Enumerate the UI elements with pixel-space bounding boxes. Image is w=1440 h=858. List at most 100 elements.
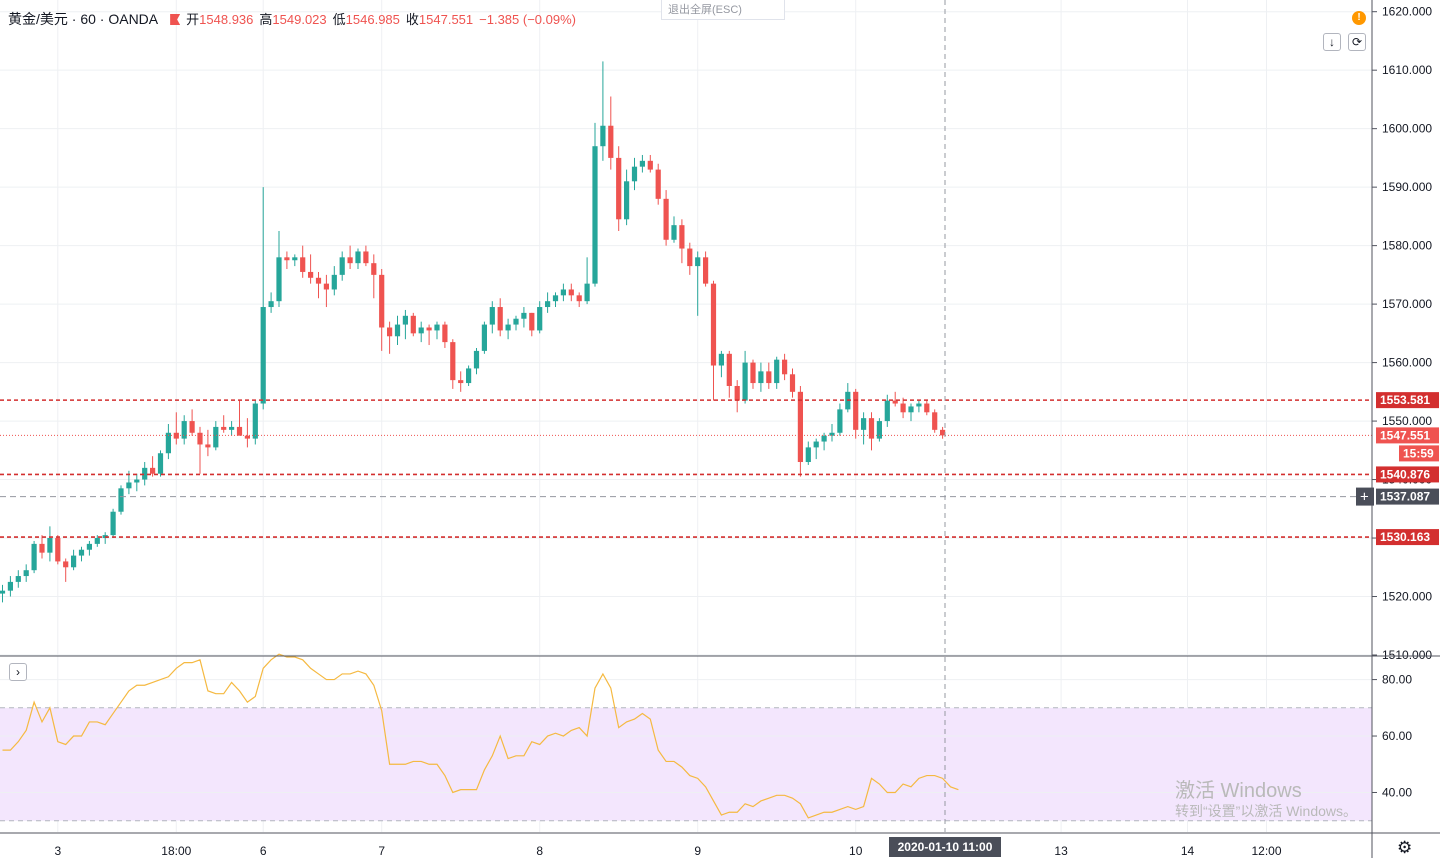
candle-body <box>189 421 195 433</box>
candle <box>157 450 164 477</box>
candle <box>355 248 361 270</box>
candle-body <box>63 561 69 568</box>
symbol-label[interactable]: 黄金/美元 · 60 · OANDA <box>8 11 159 27</box>
candle <box>679 219 685 264</box>
candle-body <box>458 380 464 384</box>
candle <box>671 216 677 243</box>
candle <box>655 163 661 205</box>
candle-body <box>315 277 322 284</box>
candle <box>758 362 764 392</box>
candle-body <box>387 327 393 337</box>
candle <box>608 96 614 170</box>
candle-body <box>86 543 92 550</box>
candle <box>118 485 124 515</box>
candle <box>853 388 859 439</box>
y-tick-label: 1580.000 <box>1382 239 1432 253</box>
flag-icon[interactable] <box>170 14 181 25</box>
candle <box>576 292 582 308</box>
candle-body <box>750 362 756 384</box>
candle-body <box>394 324 401 337</box>
candle <box>861 412 867 445</box>
candle-body <box>552 295 559 302</box>
candle <box>394 315 401 346</box>
candle-body <box>450 342 456 381</box>
candle <box>592 122 598 287</box>
candle-body <box>442 324 448 343</box>
candle <box>663 190 669 246</box>
candle <box>213 421 219 451</box>
candle <box>23 564 29 582</box>
candle <box>347 245 353 270</box>
candle <box>734 380 740 413</box>
candle-body <box>789 374 796 392</box>
candle-body <box>205 444 211 448</box>
candle <box>481 321 487 354</box>
candle <box>47 526 53 562</box>
x-tick-label: 8 <box>536 844 543 858</box>
candle-body <box>521 312 527 319</box>
candle <box>908 403 914 422</box>
candle-body <box>600 125 606 147</box>
candle-body <box>173 432 179 439</box>
candle-body <box>118 488 124 512</box>
candle-body <box>537 307 543 331</box>
gear-icon[interactable]: ⚙ <box>1397 838 1413 857</box>
candle-body <box>0 590 6 594</box>
candle-body <box>276 257 282 302</box>
candle <box>276 231 282 308</box>
candle-body <box>829 432 835 436</box>
candle-body <box>861 418 867 430</box>
rsi-tick-label: 60.00 <box>1382 729 1412 743</box>
candle-body <box>647 160 653 170</box>
price-level-label: 1540.876 <box>1380 467 1430 481</box>
candle-body <box>229 426 235 430</box>
candle-body <box>236 426 243 436</box>
candle <box>284 251 290 270</box>
chevron-right-icon[interactable]: › <box>9 663 27 681</box>
candle <box>39 535 45 559</box>
candle-body <box>110 511 116 536</box>
rsi-tick-label: 40.00 <box>1382 785 1412 799</box>
x-tick-label: 6 <box>260 844 267 858</box>
price-level-label-bg <box>1376 466 1439 483</box>
refresh-icon[interactable]: ⟳ <box>1348 33 1366 51</box>
alert-icon[interactable]: ! <box>1352 11 1366 25</box>
candle-body <box>805 447 811 463</box>
candle <box>568 283 574 302</box>
candle-body <box>78 549 85 556</box>
candle <box>165 423 171 460</box>
y-tick-label: 1590.000 <box>1382 180 1432 194</box>
candle-body <box>513 318 519 325</box>
candle <box>268 292 274 313</box>
candle-body <box>284 257 290 261</box>
x-tick-label: 18:00 <box>161 844 191 858</box>
candle <box>497 298 503 337</box>
candle <box>150 456 156 477</box>
candle-body <box>884 400 890 422</box>
y-tick-label: 1610.000 <box>1382 63 1432 77</box>
candle <box>639 154 645 173</box>
candle <box>695 251 701 316</box>
exit-fullscreen-button[interactable]: 退出全屏(ESC) <box>661 0 785 20</box>
candle-body <box>339 257 345 275</box>
candle-body <box>655 169 661 199</box>
candle <box>916 400 922 413</box>
candle-body <box>932 412 938 430</box>
y-tick-label: 1520.000 <box>1382 590 1432 604</box>
candle-body <box>379 274 385 328</box>
candle-body <box>608 125 614 158</box>
candle <box>315 271 322 299</box>
candle <box>142 462 148 486</box>
download-icon[interactable]: ↓ <box>1323 33 1341 51</box>
candle <box>110 508 116 539</box>
candle <box>134 473 140 492</box>
x-tick-label: 10 <box>849 844 863 858</box>
candle-body <box>55 538 61 562</box>
candle <box>71 549 77 571</box>
candle-body <box>466 368 472 384</box>
candle <box>900 397 906 419</box>
candle <box>466 365 472 386</box>
candle-body <box>584 283 590 302</box>
candle <box>545 292 551 313</box>
